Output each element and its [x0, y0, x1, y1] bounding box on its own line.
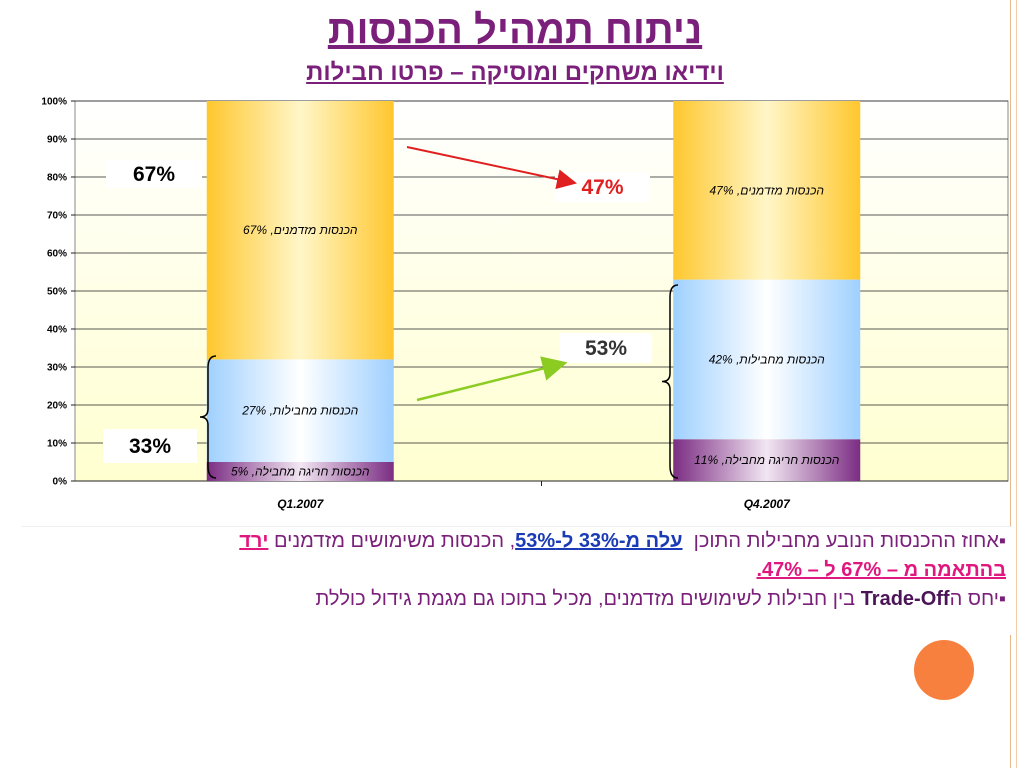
annotation-q4-bottom: 53% — [585, 337, 627, 360]
arrow-green — [416, 356, 568, 402]
bar-segment — [206, 462, 394, 481]
y-tick-label: 30% — [47, 363, 67, 374]
stacked-bar-chart: 0% 10% 20% 30% 40% 50% 60% 70% 80% 90% 100% הכנסות … — [41, 97, 1009, 511]
y-tick-label: 50% — [47, 287, 67, 298]
y-tick-label: 0% — [53, 477, 68, 488]
brace-q1 — [199, 355, 217, 479]
slide-edge-line — [1010, 0, 1011, 768]
y-tick-label: 90% — [47, 135, 67, 146]
annotation-q1-top: 67% — [133, 163, 175, 186]
bullet-1-mid: , הכנסות משימושים מזדמנים — [274, 530, 516, 552]
x-tick-label: Q4.2007 — [744, 497, 791, 511]
bullet-2-prefix: ▪יחס ה — [949, 588, 1006, 610]
annotation-q4-bottom-box — [560, 333, 652, 363]
y-tick-label: 20% — [47, 401, 67, 412]
bullet-2-suffix: בין חבילות לשימושים מזדמנים, מכיל בתוכו … — [315, 588, 861, 610]
y-tick-label: 10% — [47, 439, 67, 450]
x-tick-label: Q1.2007 — [277, 497, 324, 511]
y-tick-label: 60% — [47, 249, 67, 260]
annotation-q1-top-box — [106, 160, 202, 188]
y-tick-label: 70% — [47, 211, 67, 222]
annotation-q4-top: 47% — [581, 176, 623, 199]
brace-q4 — [661, 284, 679, 479]
data-label: הכנסות חריגה מחבילה, 5% — [231, 465, 370, 479]
bar-segment — [206, 359, 394, 462]
bar-segment — [206, 101, 394, 360]
page-subtitle: וידיאו משחקים ומוסיקה – פרטו חבילות — [306, 59, 724, 86]
bullet-1-line2-row: בהתאמה מ – 67% ל – 47%. — [22, 556, 1012, 585]
annotation-q1-bottom: 33% — [129, 435, 171, 458]
slide-edge-line-2 — [1016, 0, 1017, 768]
bullet-2-bold: Trade-Off — [860, 588, 950, 610]
bar-segment — [673, 101, 861, 280]
data-label: הכנסות מחבילות, 42% — [709, 352, 825, 366]
chart-area: 0% 10% 20% 30% 40% 50% 60% 70% 80% 90% 100% הכנסות … — [0, 92, 1010, 520]
data-label: הכנסות מזדמנים, 67% — [243, 223, 357, 237]
decorative-orange-circle — [914, 640, 974, 700]
page-title: ניתוח תמהיל הכנסות — [327, 8, 703, 52]
data-label: הכנסות מזדמנים, 47% — [710, 183, 824, 197]
annotation-q1-bottom-box — [103, 429, 197, 463]
bullet-2: ▪יחס הTrade-Off בין חבילות לשימושים מזדמ… — [22, 585, 1012, 614]
data-label: הכנסות מחבילות, 27% — [241, 404, 358, 418]
bullet-1: ▪אחוז ההכנסות הנובע מחבילות התוכן עלה מ-… — [22, 527, 1012, 556]
bar-segment — [673, 279, 861, 440]
data-label: הכנסות חריגה מחבילה, 11% — [694, 453, 839, 467]
bullet-1-line2: בהתאמה מ – 67% ל – 47%. — [756, 559, 1006, 581]
bullet-1-prefix: ▪אחוז ההכנסות הנובע מחבילות התוכן — [693, 530, 1006, 552]
y-tick-label: 40% — [47, 325, 67, 336]
bar-segment — [673, 439, 861, 481]
bullet-list: ▪אחוז ההכנסות הנובע מחבילות התוכן עלה מ-… — [22, 526, 1012, 635]
arrow-red — [406, 146, 577, 190]
y-tick-label: 80% — [47, 173, 67, 184]
y-tick-label: 100% — [41, 97, 67, 108]
bullet-1-rise: עלה מ-33% ל-53% — [515, 530, 683, 552]
bullet-1-fell: ירד — [239, 530, 269, 552]
